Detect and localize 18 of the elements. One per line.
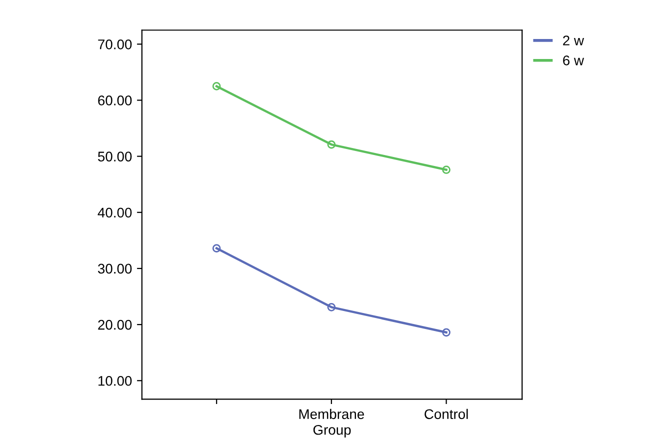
legend-label: 2 w — [563, 36, 584, 46]
y-tick-label: 10.00 — [98, 376, 132, 386]
point — [327, 140, 336, 149]
y-tick-label: 70.00 — [98, 39, 132, 50]
y-tick-label: 50.00 — [98, 152, 132, 162]
point — [442, 328, 450, 337]
y-tick-label: 40.00 — [98, 208, 132, 218]
point — [212, 82, 221, 90]
y-tick-label: 30.00 — [98, 264, 132, 274]
point — [212, 244, 221, 252]
y-tick-label: 20.00 — [98, 320, 132, 330]
legend-label: 6 w — [563, 56, 584, 66]
x-axis-title: Group — [313, 424, 351, 438]
x-tick-label: Control — [424, 408, 468, 420]
point — [327, 303, 336, 312]
point — [442, 166, 450, 174]
x-tick-label: Membrane — [299, 408, 364, 420]
y-tick-label: 60.00 — [98, 96, 132, 106]
